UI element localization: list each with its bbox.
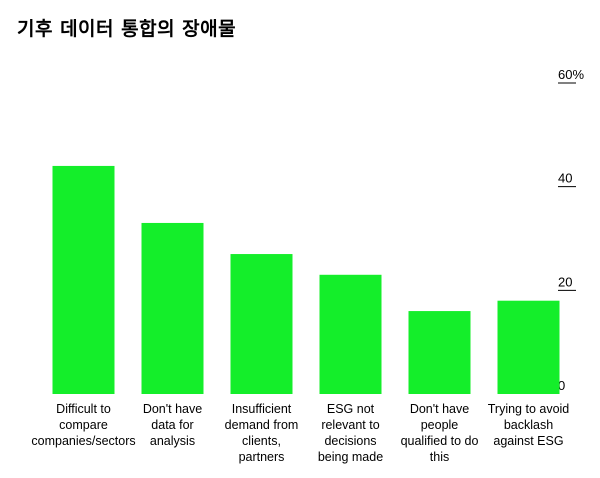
y-tick-label: 40 bbox=[558, 171, 572, 186]
category-label: Insufficient demand from clients, partners bbox=[225, 402, 299, 464]
bar bbox=[230, 254, 293, 394]
category-label-line: against ESG bbox=[493, 434, 563, 448]
y-tick-label: 0 bbox=[558, 378, 565, 393]
category-label: Trying to avoid backlash against ESG bbox=[488, 402, 570, 448]
y-tick-label: 20 bbox=[558, 274, 572, 289]
bar bbox=[319, 274, 382, 394]
bar-series bbox=[52, 165, 560, 394]
category-label-line: being made bbox=[318, 450, 383, 464]
category-label-line: qualified to do bbox=[401, 434, 479, 448]
category-label-line: ESG not bbox=[327, 402, 375, 416]
category-label-line: backlash bbox=[504, 418, 553, 432]
category-labels: Difficult to compare companies/sectors Don'… bbox=[31, 402, 569, 464]
category-label-line: Difficult to bbox=[56, 402, 111, 416]
category-label-line: relevant to bbox=[321, 418, 379, 432]
category-label-line: compare bbox=[59, 418, 108, 432]
y-tick-label: 60% bbox=[558, 67, 584, 82]
bar bbox=[52, 165, 115, 394]
category-label-line: this bbox=[430, 450, 449, 464]
chart-title: 기후 데이터 통합의 장애물 bbox=[17, 18, 237, 40]
bar bbox=[497, 300, 560, 394]
category-label-line: companies/sectors bbox=[31, 434, 135, 448]
category-label-line: clients, bbox=[242, 434, 281, 448]
category-label: Difficult to compare companies/sectors bbox=[31, 402, 135, 448]
category-label-line: Trying to avoid bbox=[488, 402, 570, 416]
category-label: ESG not relevant to decisions being made bbox=[318, 402, 383, 464]
category-label: Don't have people qualified to do this bbox=[401, 402, 479, 464]
category-label-line: partners bbox=[239, 450, 285, 464]
category-label-line: data for bbox=[151, 418, 193, 432]
category-label-line: people bbox=[421, 418, 459, 432]
y-axis: 0 20 40 60% bbox=[558, 67, 584, 393]
category-label-line: demand from bbox=[225, 418, 299, 432]
category-label-line: decisions bbox=[324, 434, 376, 448]
bar bbox=[141, 222, 204, 394]
bar bbox=[408, 311, 471, 394]
category-label-line: Don't have bbox=[143, 402, 202, 416]
category-label-line: Don't have bbox=[410, 402, 469, 416]
category-label: Don't have data for analysis bbox=[143, 402, 202, 448]
category-label-line: analysis bbox=[150, 434, 195, 448]
category-label-line: Insufficient bbox=[232, 402, 292, 416]
